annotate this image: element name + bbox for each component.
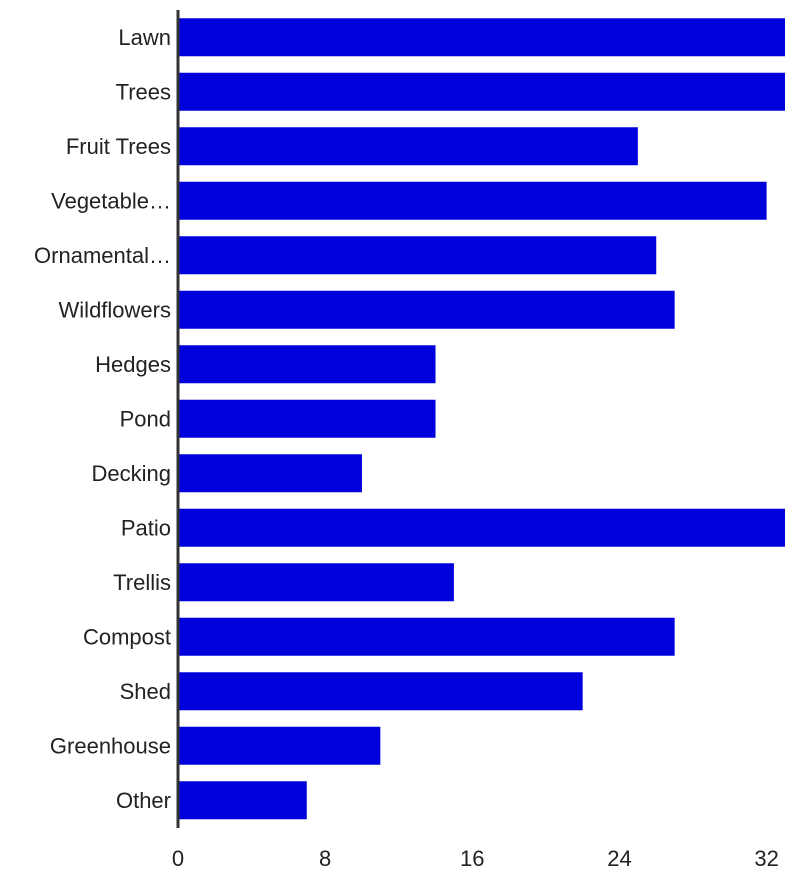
bar-pond — [178, 399, 436, 438]
bar-trellis — [178, 563, 454, 602]
bar-greenhouse — [178, 726, 381, 765]
bar-wildflowers — [178, 290, 675, 329]
bar-shed — [178, 672, 583, 711]
category-label-vegetable: Vegetable… — [51, 188, 171, 213]
category-label-wildflowers: Wildflowers — [59, 297, 171, 322]
x-tick-label-16: 16 — [460, 846, 484, 871]
bar-vegetable — [178, 181, 767, 220]
bar-compost — [178, 617, 675, 656]
category-label-shed: Shed — [120, 679, 171, 704]
category-label-greenhouse: Greenhouse — [50, 733, 171, 758]
bar-decking — [178, 454, 362, 493]
category-label-fruit-trees: Fruit Trees — [66, 134, 171, 159]
category-label-decking: Decking — [92, 461, 171, 486]
category-label-other: Other — [116, 788, 171, 813]
bar-lawn — [178, 18, 785, 57]
bars-layer — [178, 18, 785, 820]
category-label-lawn: Lawn — [118, 25, 171, 50]
x-axis-ticks: 0 8 16 24 32 — [172, 846, 779, 871]
x-tick-label-0: 0 — [172, 846, 184, 871]
category-label-trellis: Trellis — [113, 570, 171, 595]
x-tick-label-32: 32 — [754, 846, 778, 871]
bar-ornamental — [178, 236, 657, 275]
bar-trees — [178, 72, 785, 111]
category-label-ornamental: Ornamental… — [34, 243, 171, 268]
x-tick-label-24: 24 — [607, 846, 631, 871]
category-label-pond: Pond — [120, 406, 171, 431]
bar-other — [178, 781, 307, 820]
category-label-patio: Patio — [121, 515, 171, 540]
category-labels: Lawn Trees Fruit Trees Vegetable… Ornamental… — [34, 25, 171, 813]
bar-fruit-trees — [178, 127, 638, 166]
bar-hedges — [178, 345, 436, 384]
bar-patio — [178, 508, 785, 547]
category-label-hedges: Hedges — [95, 352, 171, 377]
category-label-compost: Compost — [83, 624, 171, 649]
x-tick-label-8: 8 — [319, 846, 331, 871]
category-label-trees: Trees — [116, 79, 171, 104]
